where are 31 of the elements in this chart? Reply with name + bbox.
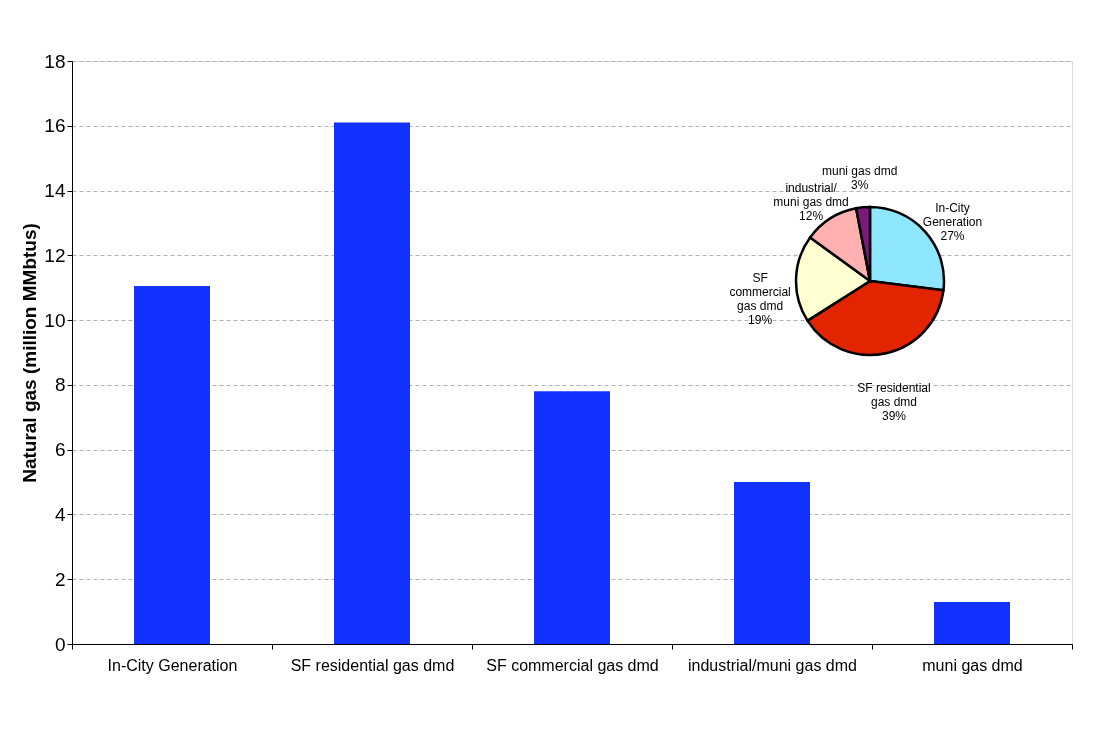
y-tick-label: 14 [44,180,66,202]
data-label: 12% [799,209,824,224]
y-tick-label: 10 [44,309,66,331]
y-axis-title: Natural gas (million MMbtus) [19,223,41,483]
bar [134,286,210,644]
bar [934,601,1010,644]
data-label: 3% [850,178,869,193]
data-label: 27% [940,229,965,244]
y-tick-label: 8 [54,374,66,396]
slice-label: In-City Generation [922,201,983,230]
y-tick-label: 2 [54,568,66,590]
y-tick-label: 0 [54,633,66,655]
x-tick-label: industrial/muni gas dmd [688,656,857,674]
slice-label: industrial/ muni gas dmd [773,181,849,210]
slice-label: muni gas dmd [821,164,898,179]
y-tick-label: 18 [44,50,66,72]
bar [734,482,810,644]
slice-label: SF residential gas dmd [857,381,931,410]
x-tick-label: In-City Generation [107,656,238,674]
data-label: 39% [881,409,907,424]
x-tick-label: SF residential gas dmd [290,656,455,674]
data-label: 19% [748,312,773,327]
slice-label: SF commercial gas dmd [729,270,791,313]
y-tick-label: 16 [44,115,66,137]
x-tick-label: SF commercial gas dmd [486,656,659,674]
x-tick-label: muni gas dmd [922,656,1023,674]
y-tick-label: 4 [54,503,66,525]
bar [534,391,610,644]
bar [334,122,410,644]
y-tick-label: 12 [44,244,66,266]
y-tick-label: 6 [54,439,66,461]
